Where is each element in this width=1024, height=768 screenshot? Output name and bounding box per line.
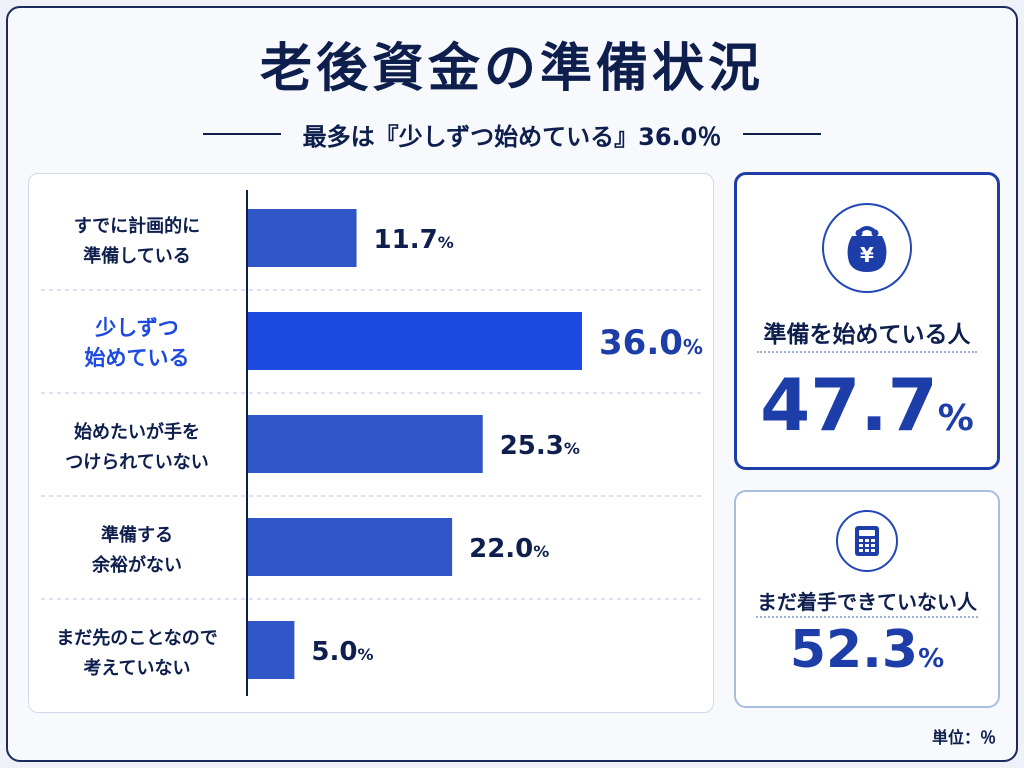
card-value-suffix: %: [918, 644, 945, 674]
card-divider: [757, 351, 977, 353]
category-tick-label: 準備する: [101, 524, 173, 546]
bar: [248, 518, 453, 576]
subtitle-row: 最多は『少しずつ始めている』36.0％: [0, 116, 1024, 152]
wallet-yen-icon: ¥: [822, 203, 912, 293]
card-value-number: 52.3: [789, 620, 919, 680]
category-tick-label: すでに計画的に: [74, 215, 200, 237]
chart-title: 老後資金の準備状況: [259, 39, 764, 99]
category-tick-label: 始めたいが手を: [74, 421, 200, 443]
card-value-not-started: 52.3%: [736, 620, 998, 680]
summary-card-not-started: まだ着手できていない人 52.3%: [734, 490, 1000, 708]
category-tick-label: 考えていない: [83, 657, 190, 679]
category-tick-label: まだ先のことなので: [56, 627, 217, 649]
data-label: 36.0%: [599, 323, 703, 363]
card-divider: [756, 616, 978, 618]
category-tick-label: 余裕がない: [91, 554, 182, 576]
card-label-started: 準備を始めている人: [763, 322, 971, 348]
bar: [248, 415, 483, 473]
data-label: 5.0%: [311, 637, 373, 667]
subtitle-rule-right: [743, 133, 822, 135]
bar: [248, 621, 295, 679]
unit-note: 単位：％: [931, 728, 996, 747]
card-value-started: 47.7%: [737, 363, 997, 447]
chart-panel: 11.7% すでに計画的に 準備している 36.0% 少しずつ始めている 25.3% 始めた…: [28, 173, 714, 713]
category-tick-label: 始めている: [85, 346, 190, 370]
category-tick-label: 少しずつ: [94, 316, 179, 340]
card-value-suffix: %: [937, 398, 974, 439]
svg-text:¥: ¥: [860, 243, 874, 267]
data-label: 11.7%: [374, 225, 454, 255]
bar: [248, 312, 582, 370]
category-tick-label: 準備している: [83, 245, 190, 267]
card-value-number: 47.7: [760, 363, 938, 447]
data-label: 25.3%: [500, 431, 580, 461]
data-label: 22.0%: [469, 534, 549, 564]
subtitle-rule-left: [202, 133, 281, 135]
category-tick-label: つけられていない: [65, 452, 208, 473]
chart-subtitle: 最多は『少しずつ始めている』36.0％: [302, 122, 722, 151]
summary-card-started: ¥ 準備を始めている人 47.7%: [734, 172, 1000, 470]
bar: [248, 209, 357, 267]
calculator-icon: [836, 510, 898, 572]
card-label-not-started: まだ着手できていない人: [757, 590, 977, 614]
